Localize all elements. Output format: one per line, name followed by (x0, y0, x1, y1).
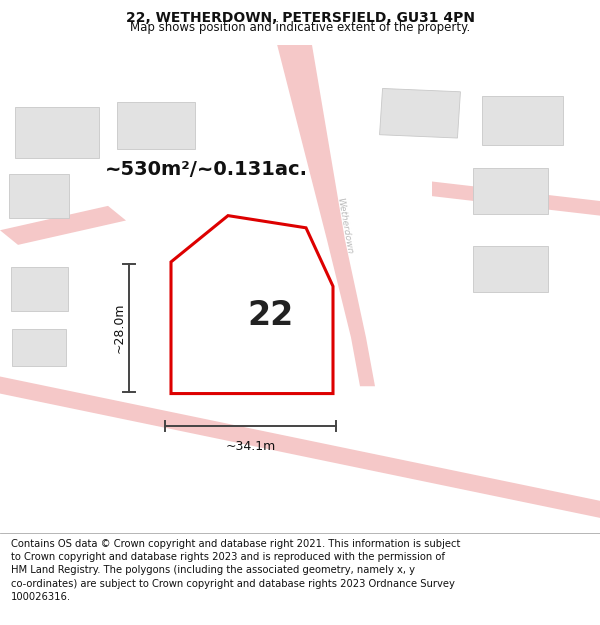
Polygon shape (9, 174, 69, 218)
Text: ~28.0m: ~28.0m (113, 303, 126, 354)
Polygon shape (432, 181, 600, 216)
Polygon shape (482, 96, 563, 145)
Polygon shape (277, 45, 375, 386)
Polygon shape (15, 107, 99, 158)
Polygon shape (473, 168, 548, 214)
Polygon shape (12, 329, 66, 366)
Text: ~530m²/~0.131ac.: ~530m²/~0.131ac. (105, 160, 308, 179)
Text: ~34.1m: ~34.1m (226, 440, 275, 453)
Polygon shape (229, 291, 287, 330)
Polygon shape (0, 376, 600, 518)
Text: 22: 22 (248, 299, 294, 332)
Text: Map shows position and indicative extent of the property.: Map shows position and indicative extent… (130, 21, 470, 34)
Text: Contains OS data © Crown copyright and database right 2021. This information is : Contains OS data © Crown copyright and d… (11, 539, 460, 602)
Polygon shape (11, 267, 67, 311)
Polygon shape (0, 206, 126, 245)
Polygon shape (380, 89, 460, 138)
Polygon shape (171, 216, 333, 394)
Text: Wetherdown: Wetherdown (335, 196, 355, 254)
Polygon shape (473, 246, 548, 292)
Text: 22, WETHERDOWN, PETERSFIELD, GU31 4PN: 22, WETHERDOWN, PETERSFIELD, GU31 4PN (125, 11, 475, 25)
Polygon shape (117, 102, 195, 149)
